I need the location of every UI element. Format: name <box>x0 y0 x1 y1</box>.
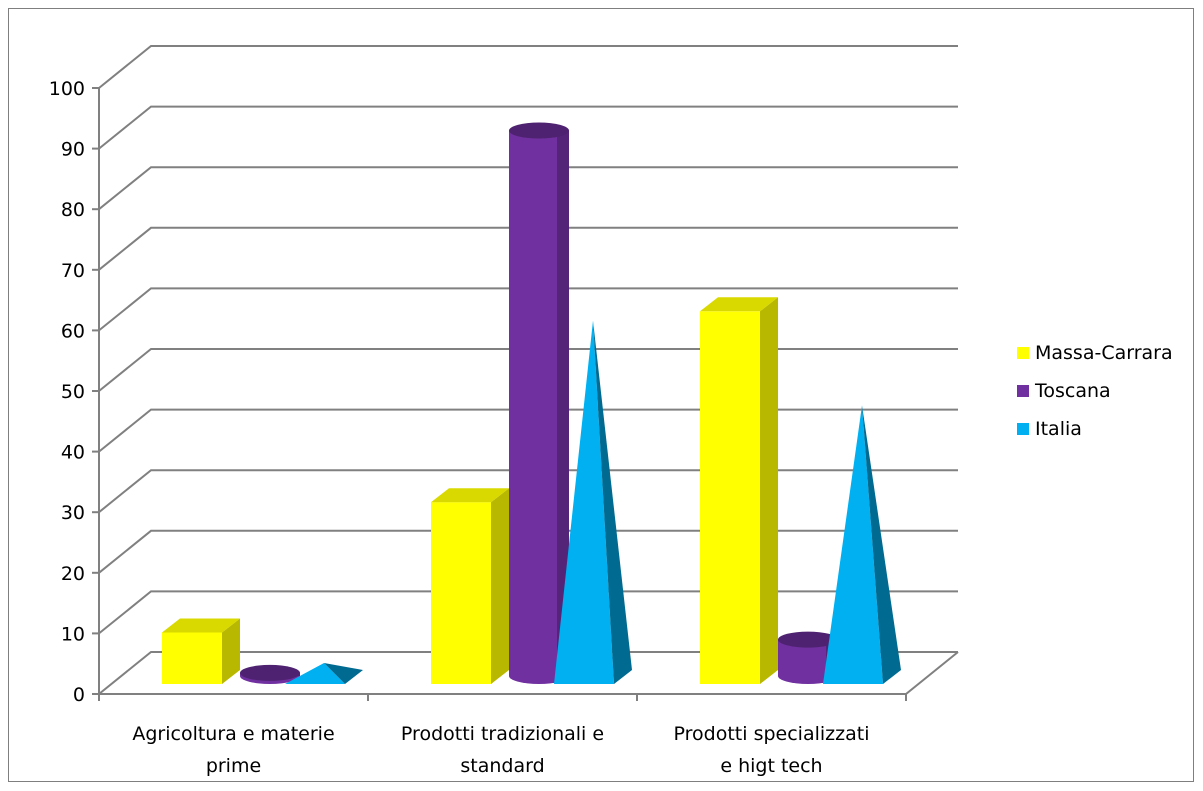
y-tick-label: 60 <box>61 320 85 342</box>
category-label: standard <box>460 755 544 777</box>
legend-swatch <box>1017 423 1029 435</box>
bar-Toscana-1 <box>509 122 569 684</box>
gridline <box>98 469 958 513</box>
gridline <box>98 45 958 89</box>
bar-top-face <box>162 618 240 633</box>
bar-Italia-0 <box>285 662 363 684</box>
category-labels: Agricoltura e materie prime Prodotti tradi… <box>132 723 869 777</box>
gridline <box>98 348 958 392</box>
bar-Massa-Carrara-0 <box>162 618 240 684</box>
y-tick-label: 20 <box>61 563 85 585</box>
category-label: e higt tech <box>720 755 822 777</box>
gridline <box>98 226 958 271</box>
y-tick-label: 50 <box>61 381 85 403</box>
cylinder-top <box>509 122 569 139</box>
legend-label: Italia <box>1035 418 1082 440</box>
gridline <box>98 590 958 635</box>
y-tick-label: 40 <box>61 442 85 464</box>
chart-frame: 0 10 20 30 40 50 60 70 80 90 100 Agricoltura e mat… <box>8 8 1194 782</box>
bar-top-face <box>431 488 509 503</box>
bar-side-face <box>491 488 509 684</box>
y-tick-label: 0 <box>73 684 85 706</box>
y-tick-label: 80 <box>61 199 85 221</box>
pyramid-front-face <box>554 320 614 684</box>
y-tick-label: 10 <box>61 623 85 645</box>
chart-svg: 0 10 20 30 40 50 60 70 80 90 100 Agricoltura e mat… <box>49 45 1173 777</box>
pyramid-side-face <box>862 405 901 684</box>
cylinder-top <box>240 664 300 681</box>
gridline <box>98 651 958 695</box>
cylinder-bottom <box>509 668 569 684</box>
bar-Massa-Carrara-1 <box>431 488 509 684</box>
bars <box>162 122 901 684</box>
cylinder-shade <box>557 130 569 676</box>
legend-swatch <box>1017 385 1029 397</box>
bar-top-face <box>700 297 778 312</box>
gridline <box>98 408 958 453</box>
axes <box>92 87 959 701</box>
bar-side-face <box>760 297 778 684</box>
y-tick-label: 90 <box>61 139 85 161</box>
cylinder-top <box>778 631 838 648</box>
legend-label: Toscana <box>1034 380 1111 402</box>
category-label: Prodotti specializzati <box>674 723 870 745</box>
y-tick-labels: 0 10 20 30 40 50 60 70 80 90 100 <box>49 78 85 706</box>
bar-Italia-1 <box>554 320 632 684</box>
legend-swatch <box>1017 347 1029 359</box>
bar-Toscana-0 <box>240 664 300 684</box>
legend-label: Massa-Carrara <box>1035 342 1173 364</box>
bar-front-face <box>162 632 222 684</box>
legend: Massa-Carrara Toscana Italia <box>1017 342 1173 440</box>
category-label: Prodotti tradizionali e <box>401 723 604 745</box>
bar-front-face <box>431 502 491 684</box>
gridline <box>98 529 958 574</box>
category-label: Agricoltura e materie <box>132 723 334 745</box>
gridline <box>98 287 958 332</box>
pyramid-front-face <box>823 405 883 684</box>
pyramid-side-face <box>324 662 363 684</box>
y-tick-label: 100 <box>49 78 85 100</box>
gridlines <box>98 45 958 695</box>
bar-Massa-Carrara-2 <box>700 297 778 684</box>
bar-side-face <box>222 618 240 684</box>
gridline <box>98 105 958 150</box>
bar-Italia-2 <box>823 405 901 684</box>
bar-front-face <box>700 311 760 684</box>
cylinder-bottom <box>778 668 838 684</box>
pyramid-side-face <box>593 320 632 684</box>
y-tick-label: 70 <box>61 260 85 282</box>
y-tick-label: 30 <box>61 502 85 524</box>
gridline <box>98 166 958 210</box>
pyramid-front-face <box>285 662 345 684</box>
category-label: prime <box>206 755 261 777</box>
